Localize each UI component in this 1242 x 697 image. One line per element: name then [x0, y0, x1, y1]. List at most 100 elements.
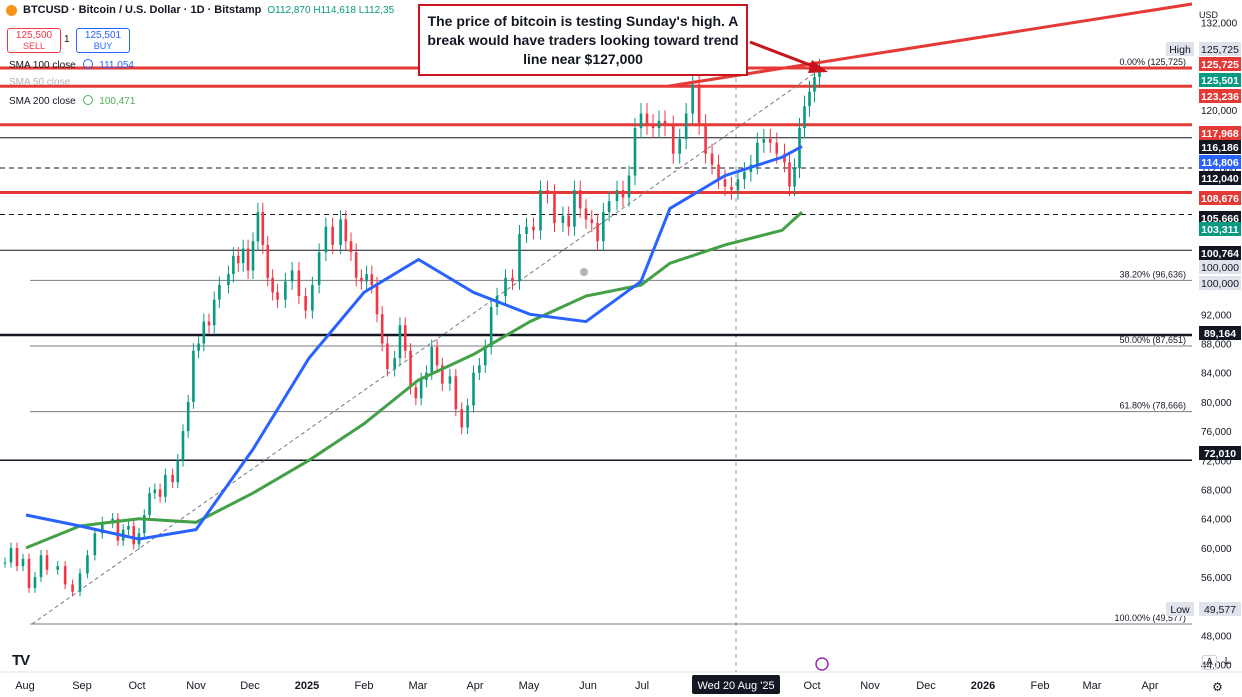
- candle-body: [56, 566, 60, 570]
- price-label-bg: [1199, 57, 1241, 71]
- x-tick-label: Dec: [240, 680, 260, 692]
- indicator-sma50[interactable]: SMA 50 close: [9, 77, 70, 88]
- auto-scale-button[interactable]: A: [1202, 655, 1217, 670]
- candle-body: [783, 153, 786, 163]
- candle-body: [78, 573, 82, 592]
- indicator-sma200[interactable]: SMA 200 close 100,471: [9, 95, 135, 107]
- candle-body: [153, 489, 157, 494]
- candle-body: [532, 226, 535, 231]
- candle-body: [148, 493, 151, 516]
- price-label: 72,010: [1204, 448, 1236, 460]
- candle-body: [271, 277, 274, 293]
- buy-button[interactable]: 125,501 BUY: [76, 28, 130, 53]
- candle-body: [398, 325, 402, 359]
- candle-body: [511, 277, 514, 282]
- sell-button[interactable]: 125,500 SELL: [7, 28, 61, 53]
- candle-body: [633, 128, 637, 176]
- candle-body: [813, 77, 816, 92]
- candle-body: [142, 515, 146, 534]
- fib-level-label: 61.80% (78,666): [1119, 401, 1186, 411]
- candle-body: [736, 179, 740, 191]
- candle-body: [236, 255, 240, 264]
- price-label-bg: [1199, 73, 1241, 87]
- price-label: Low: [1170, 604, 1190, 616]
- price-label: 125,725: [1201, 44, 1239, 56]
- price-axis-bg: [1192, 0, 1242, 697]
- x-tick-label: Oct: [803, 680, 820, 692]
- candle-body: [671, 125, 675, 154]
- candle-body: [743, 171, 746, 180]
- candle-body: [561, 215, 565, 224]
- refresh-icon: [82, 59, 93, 69]
- candle-body: [3, 562, 7, 564]
- candle-body: [266, 244, 270, 278]
- candle-body: [697, 84, 701, 125]
- price-label-bg: [1166, 42, 1194, 56]
- candle-body: [621, 190, 625, 198]
- candle-body: [691, 84, 694, 114]
- price-label-bg: [1199, 246, 1241, 260]
- log-scale-button[interactable]: L: [1224, 656, 1231, 667]
- tradingview-logo-icon: TV: [12, 652, 30, 669]
- candle-body: [380, 314, 384, 344]
- price-label: 125,725: [1201, 59, 1239, 71]
- price-label-bg: [1199, 260, 1241, 274]
- indicator-sma100[interactable]: SMA 100 close 111,054: [9, 59, 134, 71]
- indicator-label: SMA 200 close: [9, 96, 76, 107]
- price-label: 103,311: [1201, 224, 1239, 236]
- fib-level-label: 0.00% (125,725): [1119, 57, 1186, 67]
- price-label: 100,000: [1201, 262, 1239, 274]
- candle-body: [710, 153, 714, 165]
- dividend-marker-icon: [580, 268, 588, 276]
- candle-body: [756, 142, 759, 165]
- candle-body: [430, 347, 434, 373]
- candle-body: [525, 226, 528, 234]
- price-label: 125,501: [1201, 75, 1239, 87]
- x-tick-label: Mar: [409, 680, 428, 692]
- candle-body: [158, 489, 162, 497]
- candle-body: [344, 219, 348, 242]
- candle-body: [596, 223, 599, 242]
- x-tick-label: Nov: [186, 680, 206, 692]
- candle-body: [202, 321, 206, 344]
- candle-body: [311, 285, 314, 311]
- candle-body: [197, 343, 200, 351]
- price-label: 123,236: [1201, 91, 1239, 103]
- candle-body: [414, 387, 418, 399]
- order-quantity[interactable]: 1: [64, 34, 70, 45]
- candle-body: [132, 525, 136, 545]
- candle-body: [276, 292, 279, 300]
- sell-price: 125,500: [15, 30, 53, 41]
- candle-body: [793, 168, 796, 187]
- price-label-bg: [1199, 446, 1241, 460]
- candle-body: [678, 139, 682, 154]
- candle-body: [375, 285, 379, 315]
- settings-gear-icon[interactable]: ⚙: [1212, 680, 1223, 694]
- y-tick-label: 72,000: [1201, 456, 1232, 467]
- x-tick-label: Jun: [579, 680, 597, 692]
- candle-body: [448, 376, 452, 384]
- callout-arrowhead: [808, 60, 828, 73]
- price-label-bg: [1199, 222, 1241, 236]
- candle-body: [441, 365, 444, 384]
- annotation-text: The price of bitcoin is testing Sunday's…: [427, 12, 739, 67]
- candle-body: [645, 113, 649, 125]
- candle-body: [386, 343, 389, 370]
- candle-body: [578, 190, 582, 209]
- x-tick-label: 2025: [295, 680, 319, 692]
- candle-body: [27, 558, 31, 589]
- candle-body: [762, 139, 766, 143]
- price-label-bg: [1199, 211, 1241, 225]
- x-tick-label: Jul: [635, 680, 649, 692]
- candle-body: [419, 379, 423, 399]
- candle-body: [365, 274, 368, 282]
- candle-body: [651, 124, 655, 129]
- symbol-title[interactable]: BTCUSD · Bitcoin / U.S. Dollar · 1D · Bi…: [23, 4, 262, 16]
- candle-body: [86, 555, 89, 574]
- candle-body: [63, 566, 67, 585]
- sma200-line: [25, 210, 804, 550]
- candle-body: [354, 252, 358, 278]
- indicator-label: SMA 100 close: [9, 60, 76, 71]
- candle-body: [284, 281, 287, 300]
